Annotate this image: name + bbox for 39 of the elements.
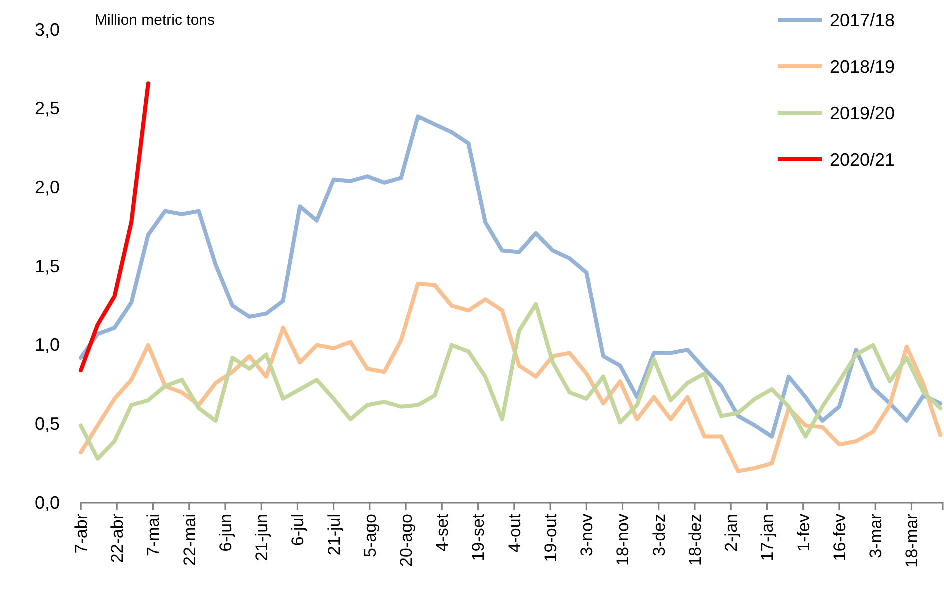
y-tick-label: 0,5 — [34, 414, 60, 434]
x-tick-label: 18-dez — [686, 514, 705, 566]
x-tick-label: 4-out — [505, 514, 524, 553]
x-tick-label: 18-mar — [902, 514, 922, 568]
x-tick-label: 21-jun — [252, 514, 272, 562]
x-tick-label: 16-fev — [830, 514, 850, 562]
x-tick-label: 7-mai — [144, 514, 164, 557]
x-tick-label: 3-dez — [650, 514, 669, 557]
x-tick-label: 3-mar — [866, 514, 886, 558]
text: Million metric tons — [95, 12, 216, 29]
x-tick-label: 19-set — [469, 514, 488, 562]
x-tick-label: 7-abr — [72, 514, 91, 554]
y-tick-label: 2,5 — [34, 98, 60, 119]
legend-label: 2017/18 — [830, 10, 896, 30]
y-tick-label: 1,0 — [34, 335, 60, 356]
x-tick-label: 22-mai — [180, 514, 200, 566]
y-tick-label: 1,5 — [34, 256, 60, 276]
y-tick-label: 3,0 — [34, 20, 60, 40]
x-tick-label: 6-jul — [288, 514, 308, 546]
x-tick-label: 5-ago — [360, 514, 380, 558]
y-tick-label: 2,0 — [34, 177, 60, 198]
x-tick-label: 1-fev — [794, 514, 814, 552]
legend-label: 2018/19 — [830, 56, 896, 77]
x-tick-label: 3-nov — [578, 514, 597, 557]
x-tick-label: 2-jan — [722, 514, 742, 552]
x-tick-label: 18-nov — [614, 514, 633, 566]
line-series — [79, 82, 150, 373]
x-tick-label: 4-set — [433, 514, 452, 552]
x-tick-label: 21-jul — [324, 514, 344, 556]
x-tick-label: 20-ago — [397, 514, 416, 567]
x-tick-label: 19-out — [541, 514, 560, 562]
y-tick-label: 0,0 — [34, 492, 60, 513]
legend-label: 2020/21 — [830, 150, 896, 170]
line-series — [79, 282, 943, 474]
x-tick-label: 22-abr — [108, 514, 128, 564]
line-series — [79, 302, 943, 461]
x-tick-label: 17-jan — [758, 514, 778, 562]
legend-label: 2019/20 — [830, 103, 896, 124]
x-tick-label: 6-jun — [216, 514, 236, 552]
